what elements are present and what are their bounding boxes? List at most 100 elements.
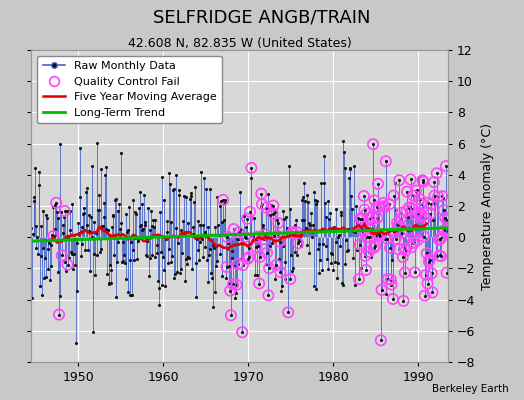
- Point: [434, 194, 442, 200]
- Point: [174, 192, 183, 198]
- Point: [352, 202, 361, 209]
- Point: [185, 254, 193, 261]
- Point: [373, 215, 381, 221]
- Point: [254, 234, 262, 240]
- Point: [232, 282, 241, 288]
- Point: [139, 226, 147, 232]
- Point: [300, 216, 309, 223]
- Point: [308, 229, 316, 236]
- Point: [323, 255, 331, 262]
- Point: [247, 165, 256, 171]
- Point: [120, 251, 128, 258]
- Point: [412, 187, 420, 194]
- Point: [59, 230, 68, 236]
- Point: [394, 223, 402, 229]
- Point: [331, 259, 339, 265]
- Point: [335, 243, 344, 250]
- Point: [50, 232, 58, 239]
- Point: [330, 224, 339, 230]
- Point: [223, 234, 232, 240]
- Point: [439, 195, 447, 201]
- Point: [235, 236, 244, 242]
- Point: [387, 281, 396, 288]
- Point: [102, 226, 111, 232]
- Point: [429, 217, 438, 223]
- Point: [275, 256, 283, 263]
- Point: [40, 275, 48, 281]
- Point: [281, 259, 290, 266]
- Point: [260, 236, 268, 242]
- Point: [153, 250, 161, 256]
- Point: [171, 225, 180, 232]
- Point: [409, 240, 417, 246]
- Point: [397, 216, 405, 222]
- Point: [287, 252, 295, 258]
- Point: [377, 287, 386, 293]
- Point: [114, 239, 123, 245]
- Point: [425, 258, 433, 265]
- Point: [67, 249, 75, 256]
- Point: [361, 206, 369, 213]
- Point: [346, 165, 355, 172]
- Point: [393, 220, 401, 226]
- Point: [427, 201, 435, 208]
- Point: [47, 263, 56, 269]
- Point: [222, 275, 230, 282]
- Point: [209, 242, 217, 248]
- Point: [197, 169, 205, 176]
- Point: [394, 223, 402, 229]
- Point: [214, 222, 222, 228]
- Point: [254, 243, 263, 250]
- Point: [302, 242, 311, 249]
- Point: [314, 246, 322, 253]
- Point: [126, 292, 134, 298]
- Point: [310, 282, 318, 289]
- Point: [389, 296, 397, 302]
- Point: [426, 211, 434, 217]
- Point: [92, 229, 100, 236]
- Point: [199, 222, 207, 228]
- Point: [356, 215, 365, 222]
- Point: [419, 178, 428, 185]
- Point: [276, 269, 285, 275]
- Point: [376, 232, 384, 239]
- Point: [320, 153, 329, 160]
- Point: [107, 267, 116, 273]
- Point: [252, 244, 260, 250]
- Point: [361, 253, 369, 259]
- Point: [122, 211, 130, 217]
- Point: [398, 230, 406, 236]
- Point: [418, 201, 426, 207]
- Point: [389, 192, 398, 199]
- Point: [430, 192, 439, 199]
- Point: [387, 281, 396, 288]
- Point: [177, 226, 185, 233]
- Point: [365, 248, 373, 255]
- Point: [416, 214, 424, 220]
- Point: [416, 196, 424, 202]
- Point: [307, 210, 315, 216]
- Point: [229, 281, 237, 288]
- Point: [335, 232, 343, 238]
- Point: [435, 252, 444, 259]
- Point: [361, 206, 369, 213]
- Point: [256, 254, 264, 260]
- Point: [259, 221, 268, 228]
- Point: [75, 145, 84, 152]
- Point: [386, 244, 394, 251]
- Point: [420, 233, 428, 240]
- Point: [257, 190, 266, 197]
- Point: [110, 213, 118, 220]
- Point: [58, 252, 66, 259]
- Point: [285, 163, 293, 169]
- Point: [426, 211, 434, 217]
- Point: [233, 236, 242, 242]
- Point: [250, 237, 258, 243]
- Point: [428, 289, 436, 296]
- Point: [388, 257, 396, 263]
- Point: [48, 232, 56, 238]
- Point: [316, 227, 325, 233]
- Point: [361, 253, 369, 259]
- Point: [357, 216, 366, 222]
- Point: [94, 207, 102, 213]
